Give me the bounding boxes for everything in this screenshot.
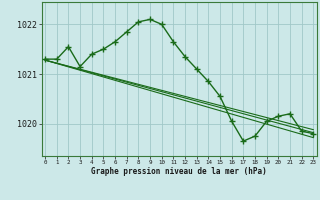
X-axis label: Graphe pression niveau de la mer (hPa): Graphe pression niveau de la mer (hPa) [91, 167, 267, 176]
